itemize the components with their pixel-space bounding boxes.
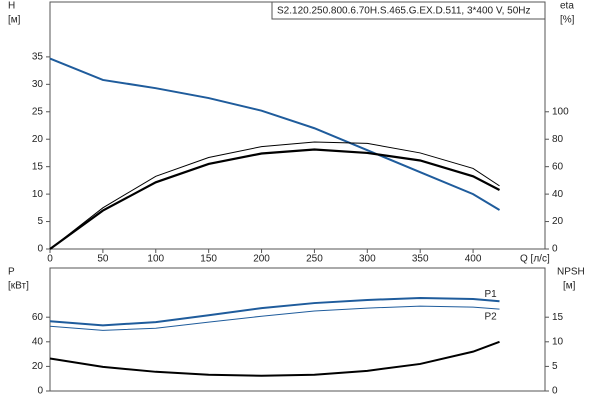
y2-tick-label: 80 bbox=[552, 134, 564, 145]
y-tick-label: 40 bbox=[32, 336, 44, 347]
x-tick-label: 200 bbox=[253, 254, 270, 265]
series-label: P1 bbox=[485, 289, 498, 300]
y-tick-label: 20 bbox=[32, 134, 44, 145]
y-tick-label: 30 bbox=[32, 79, 44, 90]
x-tick-label: 350 bbox=[412, 254, 429, 265]
series-label: P2 bbox=[485, 312, 498, 323]
x-tick-label: 250 bbox=[306, 254, 323, 265]
y-tick-label: 5 bbox=[37, 216, 43, 227]
y-tick-label: 35 bbox=[32, 52, 44, 63]
y2-tick-label: 60 bbox=[552, 161, 564, 172]
y2-tick-label: 20 bbox=[552, 216, 564, 227]
y-tick-label: 25 bbox=[32, 106, 44, 117]
y-tick-label: 0 bbox=[37, 386, 43, 397]
x-tick-label: 0 bbox=[47, 254, 53, 265]
y2-tick-label: 15 bbox=[552, 312, 564, 323]
y-axis-unit: [кВт] bbox=[8, 281, 29, 292]
x-tick-label: 400 bbox=[465, 254, 482, 265]
title-box bbox=[271, 1, 546, 20]
x-tick-label: 300 bbox=[359, 254, 376, 265]
y-axis-label: H bbox=[8, 1, 15, 12]
curve bbox=[49, 57, 501, 211]
y2-tick-label: 5 bbox=[552, 361, 558, 372]
y-tick-label: 15 bbox=[32, 161, 44, 172]
curve bbox=[49, 141, 500, 250]
x-tick-label: 150 bbox=[200, 254, 217, 265]
x-tick-label: 100 bbox=[147, 254, 164, 265]
chart-title: S2.120.250.800.6.70H.S.465.G.EX.D.511, 3… bbox=[277, 6, 531, 17]
y2-tick-label: 100 bbox=[552, 106, 569, 117]
y2-tick-label: 0 bbox=[552, 386, 558, 397]
y2-axis-label: eta bbox=[560, 1, 574, 12]
y2-tick-label: 10 bbox=[552, 336, 564, 347]
curve bbox=[49, 297, 500, 327]
y-tick-label: 0 bbox=[37, 244, 43, 255]
curve bbox=[49, 340, 500, 377]
y2-tick-label: 40 bbox=[552, 189, 564, 200]
y-tick-label: 20 bbox=[32, 361, 44, 372]
y-axis-unit: [м] bbox=[8, 15, 21, 26]
y-tick-label: 10 bbox=[32, 189, 44, 200]
y2-axis-unit: [м] bbox=[563, 281, 576, 292]
curve bbox=[49, 305, 500, 331]
x-tick-label: 50 bbox=[97, 254, 109, 265]
y2-axis-label: NPSH bbox=[557, 267, 585, 278]
y-axis-label: P bbox=[8, 267, 15, 278]
y2-tick-label: 0 bbox=[552, 244, 558, 255]
bottom-plot-frame bbox=[49, 267, 546, 392]
y2-axis-unit: [%] bbox=[560, 15, 575, 26]
x-axis-label: Q [л/с] bbox=[520, 254, 550, 265]
curve bbox=[49, 148, 501, 250]
y-tick-label: 60 bbox=[32, 312, 44, 323]
